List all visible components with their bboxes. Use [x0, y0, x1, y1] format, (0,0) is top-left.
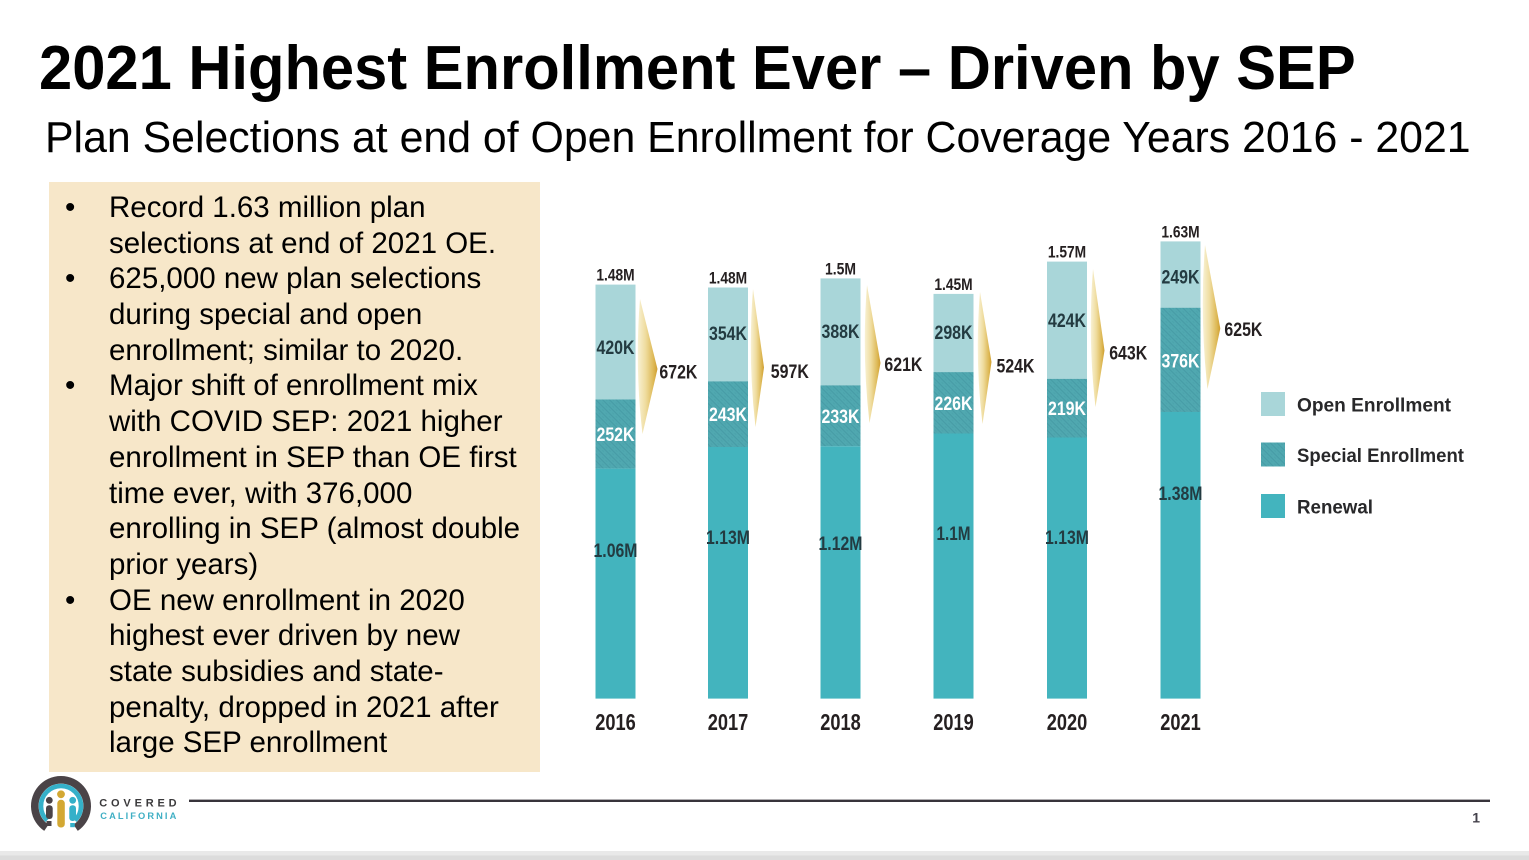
svg-text:233K: 233K [822, 406, 860, 428]
svg-text:Open Enrollment: Open Enrollment [1297, 395, 1451, 417]
svg-text:219K: 219K [1048, 398, 1086, 420]
svg-text:252K: 252K [597, 424, 635, 446]
svg-text:420K: 420K [597, 337, 635, 359]
svg-text:CALIFORNIA: CALIFORNIA [100, 811, 176, 821]
svg-text:672K: 672K [659, 361, 698, 383]
svg-text:226K: 226K [935, 393, 973, 415]
svg-text:388K: 388K [822, 321, 860, 343]
svg-text:1.57M: 1.57M [1048, 243, 1086, 262]
svg-text:1.48M: 1.48M [596, 266, 634, 285]
svg-text:643K: 643K [1109, 343, 1148, 365]
svg-text:243K: 243K [709, 404, 747, 426]
svg-text:298K: 298K [935, 322, 973, 344]
svg-text:376K: 376K [1162, 351, 1200, 373]
svg-text:2021: 2021 [1160, 709, 1201, 735]
svg-text:2020: 2020 [1047, 709, 1088, 735]
svg-text:597K: 597K [771, 361, 810, 383]
svg-text:1.06M: 1.06M [594, 540, 638, 562]
svg-text:1.48M: 1.48M [709, 269, 747, 288]
svg-text:2016: 2016 [595, 709, 636, 735]
svg-text:1: 1 [1472, 810, 1480, 826]
svg-text:1.13M: 1.13M [706, 527, 750, 549]
svg-text:1.13M: 1.13M [1045, 527, 1089, 549]
svg-text:Renewal: Renewal [1297, 497, 1373, 519]
svg-text:1.12M: 1.12M [819, 533, 863, 555]
svg-text:2017: 2017 [708, 709, 749, 735]
svg-text:COVERED: COVERED [99, 797, 176, 809]
svg-text:524K: 524K [997, 355, 1036, 377]
svg-text:249K: 249K [1162, 267, 1200, 289]
svg-text:424K: 424K [1048, 310, 1086, 332]
svg-text:621K: 621K [884, 354, 923, 376]
svg-text:1.63M: 1.63M [1161, 222, 1199, 241]
svg-text:354K: 354K [709, 323, 747, 345]
svg-text:1.1M: 1.1M [937, 523, 971, 545]
svg-text:1.5M: 1.5M [825, 259, 856, 278]
svg-text:Special Enrollment: Special Enrollment [1297, 445, 1464, 467]
svg-text:625K: 625K [1224, 319, 1263, 341]
svg-text:1.38M: 1.38M [1159, 483, 1203, 505]
svg-text:2018: 2018 [820, 709, 861, 735]
svg-text:2019: 2019 [933, 709, 974, 735]
svg-text:1.45M: 1.45M [934, 275, 972, 294]
